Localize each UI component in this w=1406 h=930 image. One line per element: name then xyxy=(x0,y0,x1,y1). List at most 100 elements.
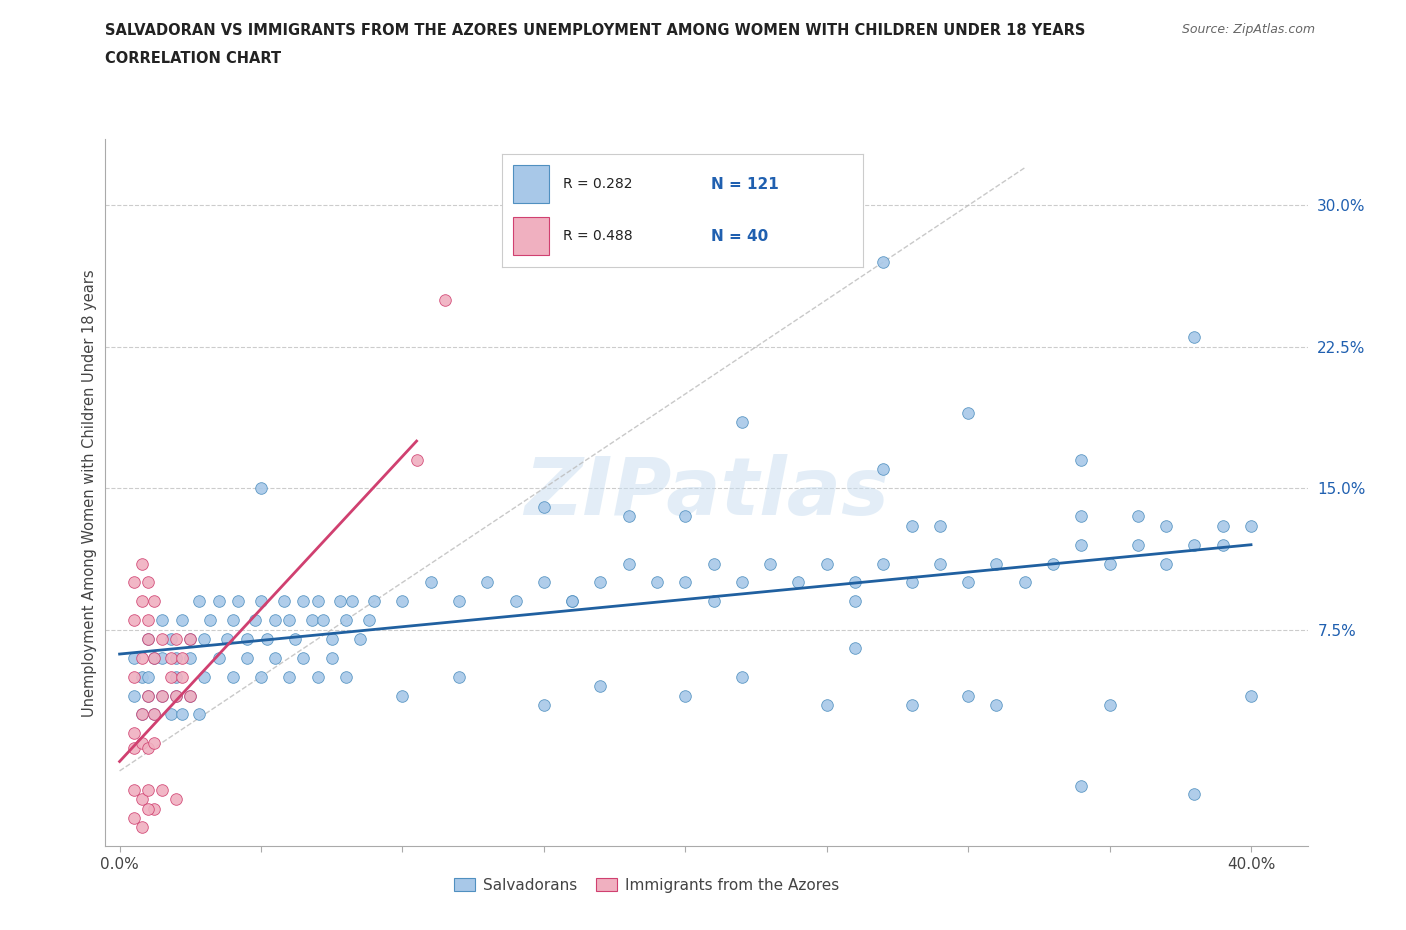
Point xyxy=(131,736,153,751)
Point xyxy=(131,670,153,684)
Point xyxy=(159,650,181,665)
Point xyxy=(193,670,215,684)
Point xyxy=(1212,538,1234,552)
Point xyxy=(131,650,153,665)
Point xyxy=(170,650,193,665)
Point xyxy=(1070,453,1092,468)
Point xyxy=(301,613,323,628)
Point xyxy=(228,594,250,609)
Point xyxy=(321,650,343,665)
Point xyxy=(250,481,273,496)
Point xyxy=(307,670,329,684)
Point xyxy=(815,698,838,712)
Point xyxy=(136,801,159,816)
Point xyxy=(533,575,555,590)
Point xyxy=(957,688,980,703)
Point xyxy=(264,613,287,628)
Point xyxy=(759,556,782,571)
Point xyxy=(561,594,583,609)
Point xyxy=(122,613,145,628)
Point xyxy=(844,641,866,656)
Point xyxy=(236,650,259,665)
Point xyxy=(179,631,201,646)
Point xyxy=(136,741,159,756)
Point xyxy=(1184,538,1206,552)
Point xyxy=(222,670,245,684)
Point xyxy=(1070,778,1092,793)
Point xyxy=(122,811,145,826)
Point xyxy=(207,650,229,665)
Point xyxy=(1098,698,1121,712)
Point xyxy=(673,509,696,524)
Point xyxy=(928,518,950,533)
Point xyxy=(170,670,193,684)
Point xyxy=(165,670,187,684)
Point xyxy=(589,679,612,694)
Point xyxy=(900,518,922,533)
Point xyxy=(217,631,239,646)
Point xyxy=(131,556,153,571)
Point xyxy=(1070,538,1092,552)
Point xyxy=(645,575,668,590)
Point xyxy=(617,509,640,524)
Point xyxy=(179,688,201,703)
Point xyxy=(957,405,980,420)
Point xyxy=(170,707,193,722)
Point xyxy=(447,670,470,684)
Point xyxy=(187,707,209,722)
Point xyxy=(1098,556,1121,571)
Point xyxy=(673,575,696,590)
Point xyxy=(391,688,413,703)
Point xyxy=(122,575,145,590)
Point xyxy=(349,631,371,646)
Point xyxy=(340,594,363,609)
Point xyxy=(142,707,165,722)
Point xyxy=(1154,556,1177,571)
Point xyxy=(250,670,273,684)
Point xyxy=(150,782,173,797)
Point xyxy=(122,670,145,684)
Point xyxy=(533,499,555,514)
Point xyxy=(505,594,527,609)
Point xyxy=(207,594,229,609)
Text: CORRELATION CHART: CORRELATION CHART xyxy=(105,51,281,66)
Point xyxy=(159,631,181,646)
Y-axis label: Unemployment Among Women with Children Under 18 years: Unemployment Among Women with Children U… xyxy=(82,269,97,717)
Point xyxy=(150,688,173,703)
Point xyxy=(136,575,159,590)
Point xyxy=(187,594,209,609)
Point xyxy=(179,650,201,665)
Point xyxy=(273,594,295,609)
Text: ZIPatlas: ZIPatlas xyxy=(524,454,889,532)
Point xyxy=(150,650,173,665)
Point xyxy=(731,670,754,684)
Point xyxy=(122,725,145,740)
Point xyxy=(159,707,181,722)
Point xyxy=(245,613,267,628)
Point xyxy=(731,415,754,430)
Point xyxy=(703,594,725,609)
Point xyxy=(561,594,583,609)
Point xyxy=(122,782,145,797)
Point xyxy=(278,613,301,628)
Point xyxy=(363,594,385,609)
Point xyxy=(222,613,245,628)
Point xyxy=(1126,538,1149,552)
Point xyxy=(131,791,153,806)
Point xyxy=(321,631,343,646)
Point xyxy=(957,575,980,590)
Point xyxy=(159,670,181,684)
Point xyxy=(142,594,165,609)
Point xyxy=(136,613,159,628)
Point xyxy=(312,613,335,628)
Point xyxy=(292,594,315,609)
Point xyxy=(1184,786,1206,801)
Legend: Salvadorans, Immigrants from the Azores: Salvadorans, Immigrants from the Azores xyxy=(449,871,845,898)
Point xyxy=(477,575,499,590)
Point xyxy=(787,575,810,590)
Point xyxy=(844,594,866,609)
Point xyxy=(1126,509,1149,524)
Point xyxy=(731,575,754,590)
Point xyxy=(131,707,153,722)
Text: Source: ZipAtlas.com: Source: ZipAtlas.com xyxy=(1181,23,1315,36)
